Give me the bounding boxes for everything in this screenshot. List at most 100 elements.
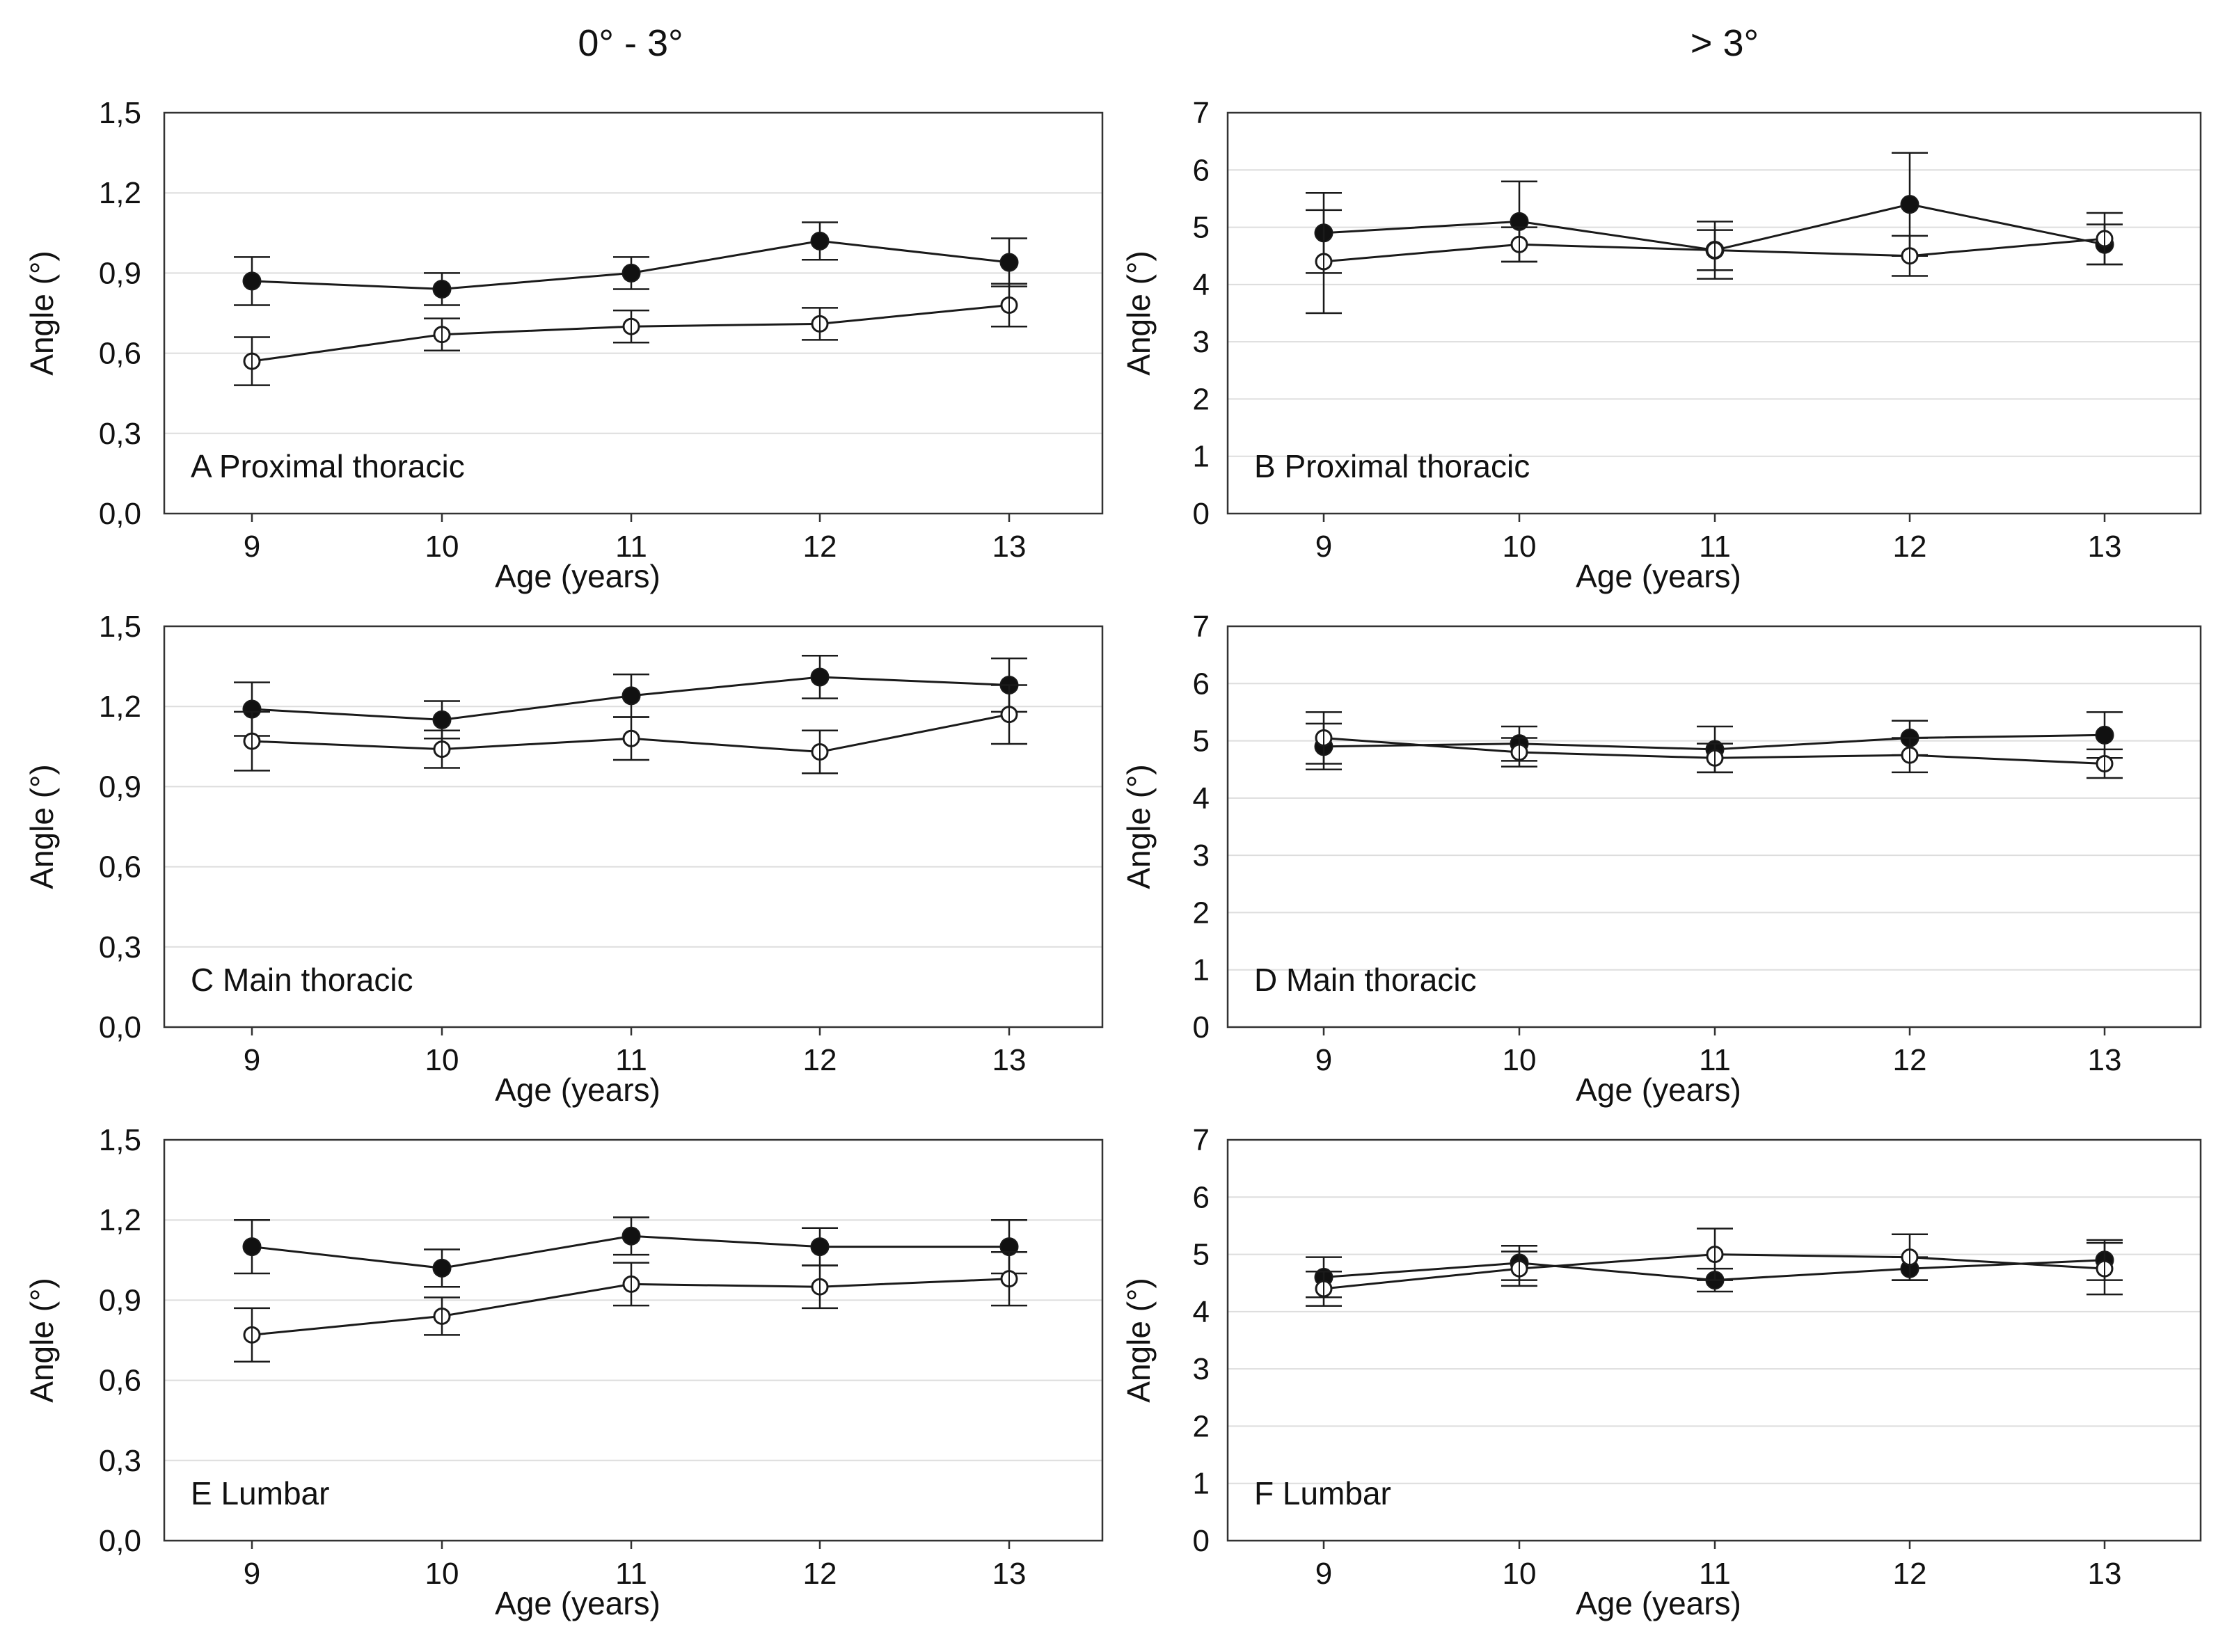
- y-tick-label: 0,3: [99, 1444, 141, 1478]
- y-axis-label: Angle (°): [24, 764, 60, 889]
- x-tick-label: 12: [1893, 530, 1927, 564]
- panel-label: C Main thoracic: [191, 962, 413, 998]
- y-tick-label: 0: [1193, 497, 1210, 531]
- y-tick-label: 0,0: [99, 497, 141, 531]
- panel-label: A Proximal thoracic: [191, 448, 465, 484]
- x-tick-label: 12: [1893, 1043, 1927, 1077]
- y-tick-label: 1,2: [99, 690, 141, 724]
- y-tick-label: 1,5: [99, 96, 141, 130]
- data-point-filled: [432, 710, 452, 729]
- data-point-filled: [242, 1237, 262, 1257]
- data-point-filled: [999, 253, 1019, 272]
- x-tick-label: 11: [615, 1557, 647, 1591]
- panel-label: D Main thoracic: [1254, 962, 1477, 998]
- y-tick-label: 4: [1193, 781, 1210, 816]
- y-tick-label: 1: [1193, 1467, 1210, 1501]
- data-point-filled: [810, 231, 830, 251]
- series-open: [234, 684, 1027, 775]
- x-tick-label: 9: [244, 530, 260, 564]
- y-tick-label: 1,2: [99, 176, 141, 210]
- panel-label: E Lumbar: [191, 1475, 329, 1511]
- data-point-filled: [1900, 195, 1919, 214]
- y-tick-label: 6: [1193, 153, 1210, 187]
- y-tick-label: 0,0: [99, 1010, 141, 1045]
- y-tick-label: 3: [1193, 1352, 1210, 1386]
- x-tick-label: 10: [425, 530, 459, 564]
- data-point-filled: [2095, 725, 2114, 745]
- panel-label: B Proximal thoracic: [1254, 448, 1530, 484]
- x-tick-label: 9: [244, 1557, 260, 1591]
- y-tick-label: 6: [1193, 667, 1210, 701]
- y-tick-label: 0: [1193, 1524, 1210, 1558]
- series-open: [1306, 209, 2123, 315]
- x-tick-label: 9: [1315, 1557, 1332, 1591]
- y-tick-label: 4: [1193, 268, 1210, 302]
- series-open: [234, 283, 1027, 386]
- y-axis-label: Angle (°): [24, 251, 60, 375]
- x-tick-label: 9: [1315, 1043, 1332, 1077]
- x-tick-label: 10: [1503, 1557, 1537, 1591]
- x-tick-label: 9: [244, 1043, 260, 1077]
- column-title-left: 0° - 3°: [578, 22, 683, 64]
- x-tick-label: 13: [992, 1557, 1027, 1591]
- y-tick-label: 0,3: [99, 417, 141, 451]
- y-tick-label: 0,9: [99, 1283, 141, 1317]
- y-axis-label: Angle (°): [24, 1278, 60, 1402]
- data-point-filled: [242, 271, 262, 291]
- x-axis-label: Age (years): [495, 1585, 660, 1621]
- series-open: [1306, 1228, 2123, 1307]
- y-axis-label: Angle (°): [1121, 764, 1157, 889]
- x-tick-label: 13: [2088, 530, 2122, 564]
- series-open: [1306, 711, 2123, 779]
- x-tick-label: 13: [2088, 1557, 2122, 1591]
- y-tick-label: 0: [1193, 1010, 1210, 1045]
- x-tick-label: 12: [803, 1557, 837, 1591]
- plot-frame: [163, 111, 1104, 515]
- x-tick-label: 10: [1503, 1043, 1537, 1077]
- data-point-filled: [621, 1226, 641, 1246]
- x-tick-label: 13: [2088, 1043, 2122, 1077]
- y-tick-label: 3: [1193, 325, 1210, 359]
- y-tick-label: 2: [1193, 896, 1210, 930]
- y-tick-label: 0,6: [99, 850, 141, 884]
- x-tick-label: 12: [803, 1043, 837, 1077]
- x-tick-label: 9: [1315, 530, 1332, 564]
- y-tick-label: 0,3: [99, 930, 141, 964]
- y-tick-label: 5: [1193, 724, 1210, 759]
- y-tick-label: 7: [1193, 96, 1210, 130]
- data-point-filled: [810, 667, 830, 687]
- series-filled: [234, 221, 1027, 306]
- column-title-right: > 3°: [1690, 22, 1759, 64]
- y-tick-label: 7: [1193, 1123, 1210, 1157]
- data-point-filled: [432, 279, 452, 299]
- x-tick-label: 11: [1699, 1043, 1731, 1077]
- plot-frame: [163, 1138, 1104, 1542]
- series-filled: [234, 1216, 1027, 1288]
- x-axis-label: Age (years): [495, 558, 660, 594]
- y-tick-label: 2: [1193, 382, 1210, 416]
- panel-label: F Lumbar: [1254, 1475, 1391, 1511]
- x-tick-label: 11: [1699, 530, 1731, 564]
- y-tick-label: 7: [1193, 610, 1210, 644]
- x-axis-label: Age (years): [1576, 1072, 1741, 1108]
- plot-frame: [163, 625, 1104, 1028]
- x-tick-label: 13: [992, 530, 1027, 564]
- data-point-filled: [432, 1258, 452, 1278]
- x-axis-label: Age (years): [1576, 1585, 1741, 1621]
- y-tick-label: 0,0: [99, 1524, 141, 1558]
- y-tick-label: 0,9: [99, 770, 141, 804]
- x-tick-label: 13: [992, 1043, 1027, 1077]
- y-tick-label: 6: [1193, 1180, 1210, 1214]
- y-tick-label: 4: [1193, 1295, 1210, 1329]
- data-point-filled: [621, 686, 641, 706]
- x-tick-label: 12: [1893, 1557, 1927, 1591]
- y-tick-label: 1,5: [99, 610, 141, 644]
- panel-a: 0,0 0,3 0,6 0,9 1,2 1,5 9 10 11 12 13 Age (years) An…: [24, 96, 1104, 594]
- y-tick-label: 1,5: [99, 1123, 141, 1157]
- y-tick-label: 0,6: [99, 1364, 141, 1398]
- x-tick-label: 11: [615, 530, 647, 564]
